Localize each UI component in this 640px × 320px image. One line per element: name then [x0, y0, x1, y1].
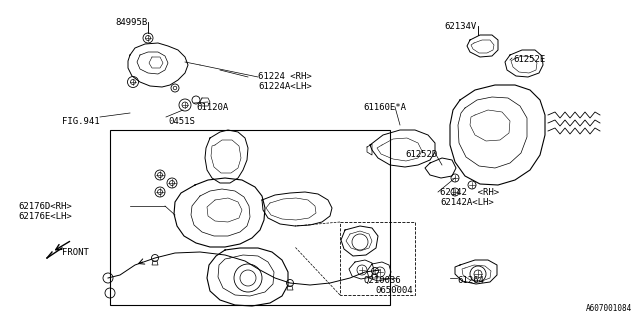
Text: 61160E*A: 61160E*A [363, 103, 406, 112]
Text: FRONT: FRONT [62, 248, 89, 257]
Text: 62134V: 62134V [444, 22, 476, 31]
Text: 61224A<LH>: 61224A<LH> [258, 82, 312, 91]
Text: 0451S: 0451S [168, 117, 195, 126]
Text: FIG.941: FIG.941 [62, 117, 100, 126]
Text: 0650004: 0650004 [375, 286, 413, 295]
Text: 62142  <RH>: 62142 <RH> [440, 188, 499, 197]
Text: Q210036: Q210036 [364, 276, 402, 285]
Text: 61252D: 61252D [405, 150, 437, 159]
Text: 84995B: 84995B [115, 18, 147, 27]
Bar [340, 222, 415, 295]
Text: 62176D<RH>: 62176D<RH> [18, 202, 72, 211]
Text: 61264: 61264 [457, 276, 484, 285]
Text: 61252E: 61252E [513, 55, 545, 64]
Text: 62142A<LH>: 62142A<LH> [440, 198, 493, 207]
Text: 62176E<LH>: 62176E<LH> [18, 212, 72, 221]
Text: A607001084: A607001084 [586, 304, 632, 313]
Bar [110, 130, 390, 305]
Text: 61224 <RH>: 61224 <RH> [258, 72, 312, 81]
Text: 61120A: 61120A [196, 103, 228, 112]
